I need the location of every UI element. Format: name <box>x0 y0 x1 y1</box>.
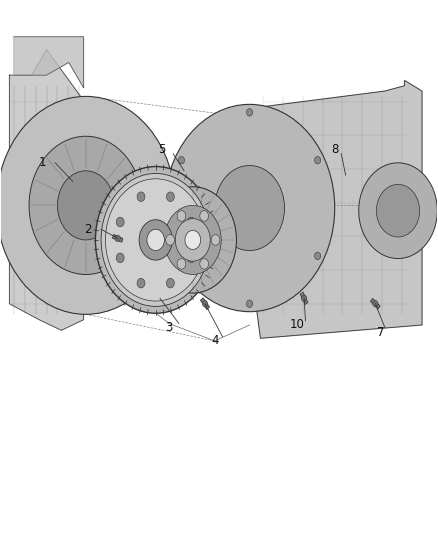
Circle shape <box>359 163 437 259</box>
Circle shape <box>215 165 285 251</box>
Circle shape <box>29 136 143 274</box>
Circle shape <box>166 278 174 288</box>
Text: 3: 3 <box>165 321 173 334</box>
Text: 4: 4 <box>211 334 219 348</box>
Circle shape <box>178 157 184 164</box>
Circle shape <box>247 109 253 116</box>
Circle shape <box>177 259 186 269</box>
Text: 8: 8 <box>331 143 339 156</box>
Polygon shape <box>300 293 308 304</box>
Circle shape <box>101 173 210 306</box>
Circle shape <box>106 179 206 301</box>
Circle shape <box>314 157 321 164</box>
Polygon shape <box>243 80 422 338</box>
Circle shape <box>373 301 378 307</box>
Circle shape <box>116 253 124 263</box>
Circle shape <box>247 300 253 308</box>
Text: 1: 1 <box>39 156 46 169</box>
Circle shape <box>57 171 114 240</box>
Text: 5: 5 <box>159 143 166 156</box>
Circle shape <box>187 253 195 263</box>
Circle shape <box>115 235 120 241</box>
Polygon shape <box>113 235 123 242</box>
Text: 10: 10 <box>290 319 305 332</box>
Text: 2: 2 <box>84 223 92 236</box>
Circle shape <box>187 217 195 227</box>
Text: 7: 7 <box>377 326 384 340</box>
Polygon shape <box>371 298 380 309</box>
Circle shape <box>166 192 174 201</box>
Circle shape <box>164 104 335 312</box>
Circle shape <box>137 278 145 288</box>
Circle shape <box>211 235 220 245</box>
Circle shape <box>177 211 186 221</box>
Circle shape <box>95 166 216 313</box>
Circle shape <box>139 220 172 260</box>
Circle shape <box>314 252 321 260</box>
Circle shape <box>175 219 210 261</box>
Circle shape <box>178 252 184 260</box>
Circle shape <box>116 217 124 227</box>
Circle shape <box>149 187 237 293</box>
Polygon shape <box>10 50 84 330</box>
Circle shape <box>376 184 420 237</box>
Polygon shape <box>14 37 84 88</box>
Circle shape <box>147 229 164 251</box>
Polygon shape <box>201 298 209 309</box>
Circle shape <box>166 235 174 245</box>
Circle shape <box>0 96 175 314</box>
Circle shape <box>185 230 201 249</box>
Circle shape <box>164 205 221 274</box>
Circle shape <box>137 192 145 201</box>
Circle shape <box>301 295 307 302</box>
Circle shape <box>202 301 208 307</box>
Circle shape <box>200 259 208 269</box>
Circle shape <box>200 211 208 221</box>
